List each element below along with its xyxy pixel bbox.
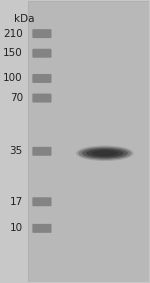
FancyBboxPatch shape: [32, 147, 51, 156]
Ellipse shape: [92, 150, 118, 156]
FancyBboxPatch shape: [32, 197, 51, 206]
Ellipse shape: [76, 145, 134, 161]
Text: 70: 70: [10, 93, 23, 103]
Ellipse shape: [78, 147, 131, 160]
Ellipse shape: [86, 149, 123, 158]
FancyBboxPatch shape: [32, 94, 51, 102]
Text: 210: 210: [3, 29, 23, 38]
Text: 35: 35: [10, 146, 23, 156]
FancyBboxPatch shape: [32, 74, 51, 83]
Text: 100: 100: [3, 74, 23, 83]
Text: 150: 150: [3, 48, 23, 58]
Ellipse shape: [82, 148, 128, 159]
Text: kDa: kDa: [14, 14, 34, 24]
Text: 10: 10: [10, 223, 23, 233]
FancyBboxPatch shape: [28, 1, 149, 282]
FancyBboxPatch shape: [32, 49, 51, 58]
Text: 17: 17: [10, 197, 23, 207]
FancyBboxPatch shape: [32, 29, 51, 38]
FancyBboxPatch shape: [32, 224, 51, 233]
